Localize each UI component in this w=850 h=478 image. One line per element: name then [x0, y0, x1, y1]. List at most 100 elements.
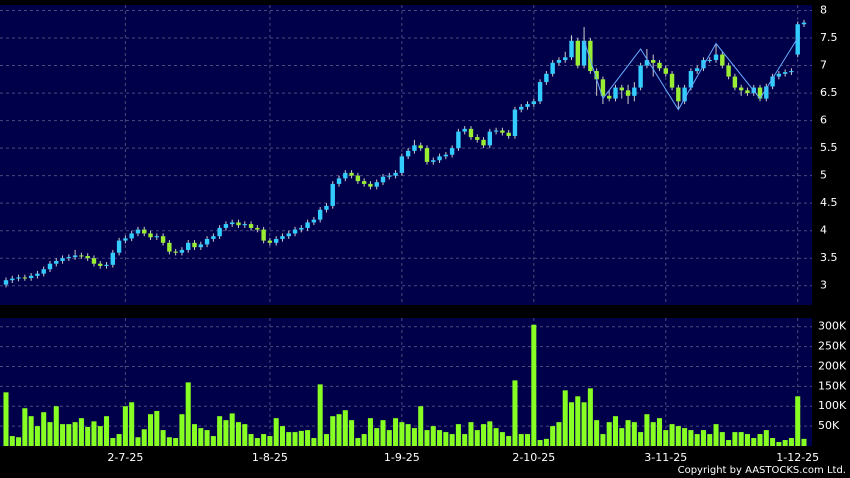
volume-bar: [688, 430, 694, 446]
volume-bar: [3, 392, 9, 446]
x-tick-label: 1-12-25: [776, 451, 819, 464]
volume-bar: [116, 434, 122, 446]
candle-body: [776, 73, 782, 77]
volume-bar: [198, 428, 204, 446]
y-tick-label: 5.5: [820, 141, 838, 154]
volume-bar: [405, 424, 411, 446]
candle-body: [563, 57, 568, 61]
volume-bar: [53, 406, 59, 446]
volume-bar: [110, 438, 116, 446]
volume-bar: [543, 438, 549, 446]
volume-bar: [600, 434, 606, 446]
candle-body: [54, 260, 59, 264]
candle-body: [669, 73, 675, 88]
candle-body: [28, 275, 34, 279]
volume-bar: [682, 428, 688, 446]
volume-bar: [166, 437, 172, 446]
volume-bar: [568, 402, 575, 446]
y-tick-label: 8: [820, 4, 827, 17]
candle-body: [701, 60, 706, 69]
candle-body: [123, 238, 128, 241]
candle-body: [355, 175, 361, 182]
volume-bar: [788, 438, 794, 446]
candle-body: [104, 264, 109, 266]
volume-bar: [361, 434, 367, 446]
volume-bar: [650, 422, 656, 446]
candle-body: [600, 79, 606, 96]
candle-body: [688, 71, 694, 88]
volume-bar: [223, 420, 229, 446]
candle-body: [550, 62, 555, 74]
x-tick-label: 1-8-25: [252, 451, 288, 464]
candle-body: [519, 106, 524, 110]
volume-bar: [292, 432, 298, 446]
volume-bar: [700, 430, 706, 446]
candle-body: [638, 65, 643, 88]
candle-body: [676, 87, 681, 102]
volume-bar: [499, 432, 505, 446]
volume-bar: [129, 402, 135, 446]
volume-bar: [217, 416, 223, 446]
candle-body: [343, 172, 348, 179]
volume-bar: [179, 414, 185, 446]
volume-bar: [336, 414, 342, 446]
candle-body: [387, 175, 392, 177]
volume-bar: [631, 422, 637, 446]
candle-body: [79, 255, 84, 257]
candle-body: [443, 154, 449, 157]
volume-bar: [525, 434, 531, 446]
volume-bar: [141, 429, 147, 446]
candle-body: [531, 101, 537, 105]
volume-bar: [468, 422, 474, 446]
y-tick-label: 6.5: [820, 86, 838, 99]
volume-bar: [173, 438, 179, 446]
volume-bar: [719, 432, 725, 446]
candle-body: [299, 227, 304, 230]
candle-body: [217, 227, 222, 237]
candle-body: [16, 277, 21, 279]
candle-body: [663, 68, 668, 74]
volume-bar: [261, 434, 267, 446]
y-tick-label: 4.5: [820, 196, 838, 209]
candle-body: [801, 22, 807, 25]
candle-body: [91, 258, 97, 264]
volume-bar: [575, 396, 581, 446]
volume-bar: [455, 424, 461, 446]
candle-body: [487, 131, 493, 146]
candle-body: [412, 145, 417, 151]
volume-bar: [122, 406, 128, 446]
candle-body: [142, 229, 147, 234]
candle-body: [380, 176, 386, 183]
candle-body: [223, 224, 229, 228]
volume-bar: [562, 390, 568, 446]
volume-bar: [581, 402, 587, 446]
candle-body: [198, 244, 203, 248]
volume-bar: [235, 422, 242, 446]
candle-body: [261, 229, 266, 241]
candle-body: [619, 87, 624, 91]
volume-bar: [342, 410, 348, 446]
candle-body: [475, 137, 480, 140]
volume-bar: [550, 426, 556, 446]
candle-body: [60, 258, 65, 261]
volume-bar: [91, 421, 97, 446]
candle-body: [10, 278, 15, 281]
volume-bar: [713, 424, 719, 446]
volume-bar: [204, 430, 210, 446]
candle-body: [462, 128, 467, 132]
volume-bar: [770, 438, 776, 446]
candle-body: [707, 60, 712, 62]
candle-body: [544, 73, 549, 83]
x-tick-label: 2-7-25: [107, 451, 143, 464]
volume-bar: [411, 428, 417, 446]
candle-body: [98, 263, 103, 266]
volume-bar: [619, 428, 625, 446]
y-tick-label: 7: [820, 59, 827, 72]
volume-bar: [160, 430, 166, 446]
candle-body: [273, 238, 279, 243]
candle-body: [154, 236, 160, 238]
candle-body: [632, 87, 637, 96]
volume-bar: [72, 422, 78, 446]
candle-body: [512, 109, 518, 137]
volume-bar: [279, 426, 285, 446]
